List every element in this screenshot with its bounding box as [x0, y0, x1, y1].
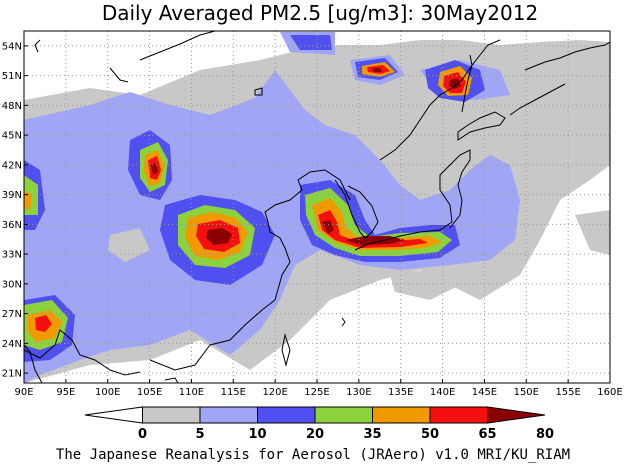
colorbar-swatch [142, 406, 201, 424]
x-tick-label: 160E [597, 387, 622, 398]
lake-baikal [109, 67, 129, 83]
x-tick-label: 155E [555, 387, 580, 398]
sakhalin-coast [461, 54, 473, 113]
y-tick-label: 48N [2, 101, 22, 112]
colorbar: 0 5 10 20 35 50 65 80 [84, 406, 554, 442]
y-tick-label: 54N [2, 41, 22, 52]
taiwan-coast [281, 333, 291, 367]
colorbar-label: 35 [363, 427, 381, 442]
x-tick-label: 145E [472, 387, 497, 398]
x-tick-label: 140E [430, 387, 455, 398]
japan-coast [354, 149, 471, 251]
x-tick-label: 150E [514, 387, 539, 398]
x-tick-label: 135E [388, 387, 413, 398]
x-axis-ticks: 90E 95E 100E 105E 110E 115E 120E 125E 130E 135E 14… [14, 379, 623, 398]
colorbar-label: 65 [478, 427, 496, 442]
indochina-coast [24, 329, 141, 376]
grid-lines [24, 31, 610, 383]
x-tick-label: 105E [137, 387, 162, 398]
y-tick-label: 33N [2, 250, 22, 261]
x-tick-label: 115E [221, 387, 246, 398]
hainan-coast [164, 377, 179, 383]
small-island-1 [341, 317, 346, 327]
x-tick-label: 120E [262, 387, 287, 398]
y-tick-label: 42N [2, 160, 22, 171]
credit-line: The Japanese Reanalysis for Aerosol (JRA… [56, 447, 570, 463]
x-tick-label: 125E [304, 387, 329, 398]
colorbar-swatch [84, 406, 143, 424]
colorbar-swatch [372, 406, 431, 424]
map-title: Daily Averaged PM2.5 [ug/m3]: 30May2012 [102, 1, 538, 25]
colorbar-label: 80 [536, 427, 554, 442]
bay-of-bengal-coast [24, 344, 43, 383]
y-tick-label: 30N [2, 279, 22, 290]
colorbar-swatch [429, 406, 488, 424]
hokkaido-coast [457, 111, 506, 141]
small-island-3 [34, 39, 41, 53]
colorbar-swatch [487, 406, 546, 424]
y-tick-label: 51N [2, 71, 22, 82]
colorbar-label: 10 [248, 427, 266, 442]
y-tick-label: 39N [2, 190, 22, 201]
russia-coast [379, 39, 501, 161]
y-tick-label: 36N [2, 220, 22, 231]
y-tick-label: 24N [2, 339, 22, 350]
x-tick-label: 130E [346, 387, 371, 398]
small-island-2 [254, 87, 263, 96]
colorbar-swatch [314, 406, 373, 424]
colorbar-label: 0 [138, 427, 147, 442]
colorbar-label: 20 [306, 427, 324, 442]
kurils-coast [509, 83, 566, 116]
okhotsk-coast [524, 41, 610, 71]
y-tick-label: 27N [2, 309, 22, 320]
north-coast [139, 31, 216, 61]
colorbar-swatch [199, 406, 258, 424]
colorbar-label: 5 [195, 427, 204, 442]
colorbar-swatch [257, 406, 316, 424]
y-tick-label: 45N [2, 131, 22, 142]
coastlines [24, 31, 610, 383]
y-axis-ticks: 21N 24N 27N 30N 33N 36N 39N 42N 45N 48N 51N 54N [2, 41, 28, 380]
colorbar-label: 50 [421, 427, 439, 442]
x-tick-label: 95E [56, 387, 75, 398]
china-coast [149, 169, 351, 371]
korea-coast [334, 179, 379, 239]
x-tick-label: 110E [179, 387, 204, 398]
x-tick-label: 100E [95, 387, 120, 398]
x-tick-label: 90E [14, 387, 33, 398]
y-tick-label: 21N [2, 369, 22, 380]
